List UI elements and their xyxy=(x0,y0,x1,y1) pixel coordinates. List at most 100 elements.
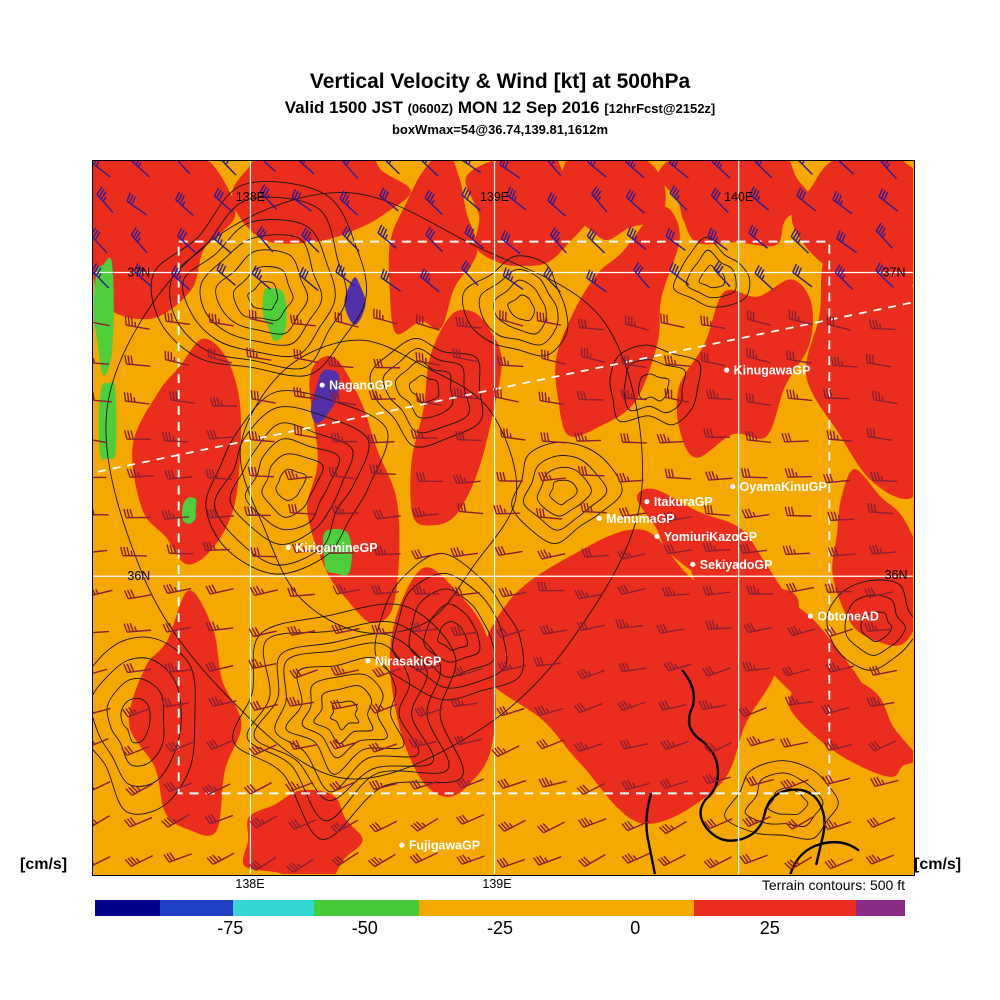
wind-barb xyxy=(784,695,813,706)
wind-barb xyxy=(287,625,316,636)
wind-barb xyxy=(866,817,896,828)
station-label: NaganoGP xyxy=(329,379,393,393)
wind-barb xyxy=(669,261,690,286)
wind-barb xyxy=(293,425,319,439)
wind-barb xyxy=(163,781,193,793)
station-MenumaGP: MenumaGP xyxy=(596,512,675,526)
wind-barb xyxy=(169,390,196,404)
colorbar-tick: -75 xyxy=(217,918,244,938)
wind-barb xyxy=(120,546,147,557)
wind-barb xyxy=(249,585,279,597)
wind-barb xyxy=(657,854,686,867)
wind-barb xyxy=(409,852,438,864)
wind-barb xyxy=(250,547,278,558)
wind-barb xyxy=(335,263,356,287)
wind-barb xyxy=(867,502,894,515)
wind-barb xyxy=(743,622,772,634)
wind-barb xyxy=(121,745,150,757)
wind-barb xyxy=(454,735,483,746)
wind-barb xyxy=(538,391,564,406)
colorbar-segment xyxy=(159,900,233,916)
wind-barb xyxy=(745,775,775,787)
wind-barb xyxy=(784,468,812,478)
wind-barb xyxy=(288,819,317,830)
wind-barb xyxy=(248,626,277,638)
wind-barb xyxy=(536,311,562,326)
wind-barb xyxy=(619,739,648,750)
wind-barb xyxy=(703,856,732,869)
wind-barb xyxy=(703,428,731,438)
wind-barb xyxy=(248,658,277,670)
wind-barb xyxy=(702,542,731,552)
wind-barb xyxy=(124,855,153,867)
wind-barb xyxy=(409,622,438,633)
wind-barb xyxy=(710,187,729,214)
wind-barb xyxy=(174,191,194,217)
wind-barb xyxy=(786,389,813,402)
station-dot xyxy=(654,533,660,540)
valid-time-line: Valid 1500 JST (0600Z) MON 12 Sep 2016 [… xyxy=(0,98,1000,118)
station-label: SekiyadoGP xyxy=(700,558,773,572)
wind-barb xyxy=(206,739,235,751)
wind-barb xyxy=(832,191,853,215)
wind-barb xyxy=(787,625,816,637)
wind-barb xyxy=(786,350,812,364)
wind-barb xyxy=(621,852,651,864)
wind-barb xyxy=(506,186,527,211)
cross-section-line xyxy=(97,301,913,473)
wind-barb xyxy=(327,356,354,369)
wind-barb xyxy=(462,161,482,174)
station-label: OyamaKinuGP xyxy=(740,480,827,494)
wind-barb xyxy=(788,309,814,326)
boxwmax-note: boxWmax=54@36.74,139.81,1612m xyxy=(391,122,609,137)
wind-barb xyxy=(633,262,650,289)
wind-barb xyxy=(669,185,688,211)
wind-barb xyxy=(162,583,192,594)
wind-barb xyxy=(573,741,602,753)
wind-barb xyxy=(547,192,567,217)
wind-barb xyxy=(425,226,444,253)
wind-barb xyxy=(782,545,810,556)
wind-barb xyxy=(872,390,898,405)
wind-barb xyxy=(745,430,772,444)
wind-barb xyxy=(746,310,771,326)
wind-barb xyxy=(537,549,566,560)
wind-barb xyxy=(126,468,155,478)
wind-barb xyxy=(703,741,733,754)
wind-barb xyxy=(415,314,440,331)
wind-barb xyxy=(205,468,232,480)
wind-barb xyxy=(329,780,358,792)
wind-barb xyxy=(537,581,565,592)
wind-barb xyxy=(410,429,438,439)
wind-barb xyxy=(740,468,768,479)
wind-barb xyxy=(496,705,525,717)
wind-barb xyxy=(866,696,895,707)
wind-barb xyxy=(93,263,110,289)
valid-date: MON 12 Sep 2016 xyxy=(453,98,605,117)
wind-barb xyxy=(455,316,482,329)
colorbar-segment xyxy=(856,900,905,916)
station-NirasakiGP: NirasakiGP xyxy=(365,654,441,668)
wind-barb xyxy=(711,161,731,179)
wind-barb xyxy=(123,622,152,633)
wind-barb xyxy=(371,624,399,635)
station-label: OotoneAD xyxy=(817,610,879,624)
wind-barb xyxy=(580,502,607,514)
lon-label: 139E xyxy=(480,190,509,204)
wind-barb xyxy=(754,161,773,179)
station-dot xyxy=(596,515,602,522)
wind-barb xyxy=(415,392,442,406)
wind-barb xyxy=(663,511,692,522)
wind-barb xyxy=(453,666,482,677)
station-dot xyxy=(730,484,736,490)
wind-barb xyxy=(123,392,150,405)
wind-barb xyxy=(373,545,401,556)
wind-barb xyxy=(419,268,440,293)
wind-barb xyxy=(618,662,647,673)
station-KinugawaGP: KinugawaGP xyxy=(724,364,810,378)
wind-barb xyxy=(379,187,399,212)
wind-barb xyxy=(93,630,109,634)
wind-barb xyxy=(746,585,774,595)
wind-barb xyxy=(93,227,108,254)
wind-barb xyxy=(330,819,358,833)
